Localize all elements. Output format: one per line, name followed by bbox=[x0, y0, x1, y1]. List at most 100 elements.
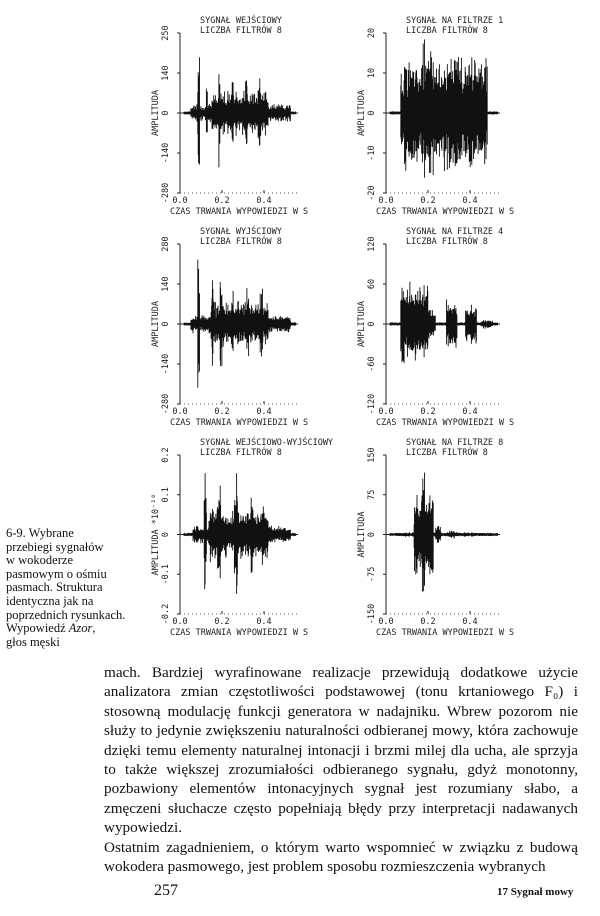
waveform-trace bbox=[183, 57, 297, 168]
y-axis-label: AMPLITUDA bbox=[151, 301, 161, 347]
x-axis-label: CZAS TRWANIA WYPOWIEDZI W S bbox=[376, 207, 514, 217]
y-axis-label: AMPLITUDA bbox=[357, 90, 367, 136]
y-tick-label: 0 bbox=[161, 532, 171, 537]
x-tick-label: 0.2 bbox=[420, 617, 435, 627]
caption-line: 6-9. Wybrane bbox=[6, 526, 74, 540]
panel-subtitle: LICZBA FILTRÓW 8 bbox=[406, 24, 488, 36]
caption-line: w wokoderze bbox=[6, 553, 73, 568]
waveform-panel: 0.2 0.1 0 -0.1 -0.2 AMPLITUDA *10⁻¹⁰ 0.0 0.2 0.4… bbox=[151, 436, 333, 638]
x-tick-label: 0.4 bbox=[256, 617, 271, 627]
x-tick-label: 0.2 bbox=[214, 196, 229, 206]
y-tick-label: -140 bbox=[161, 143, 171, 163]
caption-line: pasmowym o ośmiu bbox=[6, 566, 107, 581]
waveform-trace bbox=[389, 39, 499, 178]
x-tick-label: 0.0 bbox=[378, 407, 393, 417]
x-tick-label: 0.0 bbox=[172, 407, 187, 417]
y-tick-label: -10 bbox=[367, 145, 377, 160]
panel-subtitle: LICZBA FILTRÓW 8 bbox=[200, 235, 282, 247]
y-tick-label: -150 bbox=[367, 604, 377, 624]
x-axis-label: CZAS TRWANIA WYPOWIEDZI W S bbox=[170, 207, 308, 217]
y-tick-label: 150 bbox=[367, 447, 377, 462]
caption-line: przebiegi sygnałów bbox=[6, 539, 104, 554]
x-tick-label: 0.2 bbox=[214, 407, 229, 417]
y-tick-label: 75 bbox=[367, 490, 377, 500]
x-tick-label: 0.2 bbox=[420, 407, 435, 417]
x-tick-label: 0.2 bbox=[214, 617, 229, 627]
y-tick-label: 0 bbox=[367, 110, 377, 115]
y-tick-label: 140 bbox=[161, 276, 171, 291]
y-tick-label: -280 bbox=[161, 183, 171, 203]
x-axis-label: CZAS TRWANIA WYPOWIEDZI W S bbox=[376, 418, 514, 428]
caption-line-utterance: Wypowiedź Azor, bbox=[6, 621, 96, 636]
x-tick-label: 0.0 bbox=[378, 196, 393, 206]
panel-title: SYGNAŁ NA FILTRZE 4 bbox=[406, 227, 503, 237]
panel-subtitle: LICZBA FILTRÓW 8 bbox=[200, 446, 282, 458]
y-tick-label: -280 bbox=[161, 394, 171, 414]
caption-utterance-label: Wypowiedź bbox=[6, 621, 69, 636]
y-axis-label: AMPLITUDA bbox=[357, 511, 367, 557]
y-tick-label: 120 bbox=[367, 236, 377, 251]
figure-caption: 6-9. Wybrane przebiegi sygnałów w wokode… bbox=[6, 526, 166, 649]
x-axis-label: CZAS TRWANIA WYPOWIEDZI W S bbox=[170, 418, 308, 428]
y-tick-label: 0 bbox=[367, 532, 377, 537]
y-tick-label: -20 bbox=[367, 185, 377, 200]
x-tick-label: 0.0 bbox=[172, 196, 187, 206]
x-axis-label: CZAS TRWANIA WYPOWIEDZI W S bbox=[170, 628, 308, 638]
y-tick-label: 60 bbox=[367, 279, 377, 289]
x-tick-label: 0.4 bbox=[256, 196, 271, 206]
panel-subtitle: LICZBA FILTRÓW 8 bbox=[406, 446, 488, 458]
x-tick-label: 0.0 bbox=[172, 617, 187, 627]
caption-utterance-word: Azor bbox=[68, 621, 93, 636]
waveform-trace bbox=[183, 259, 297, 388]
y-tick-label: -120 bbox=[367, 394, 377, 414]
y-tick-label: 140 bbox=[161, 65, 171, 80]
x-tick-label: 0.4 bbox=[462, 407, 477, 417]
panel-title: SYGNAŁ NA FILTRZE 8 bbox=[406, 438, 503, 448]
x-tick-label: 0.2 bbox=[420, 196, 435, 206]
running-head: 17 Sygnał mowy bbox=[497, 886, 574, 898]
y-tick-label: 0 bbox=[161, 110, 171, 115]
paragraph: Ostatnim zagadnieniem, o którym warto ws… bbox=[104, 838, 578, 876]
y-tick-label: 20 bbox=[367, 28, 377, 38]
body-text: mach. Bardziej wyrafinowane realizacje p… bbox=[104, 663, 578, 876]
panel-title: SYGNAŁ WYJŚCIOWY bbox=[200, 225, 282, 237]
caption-line: pasmach. Struktura bbox=[6, 580, 103, 595]
y-axis-label: AMPLITUDA *10⁻¹⁰ bbox=[151, 494, 161, 576]
panel-subtitle: LICZBA FILTRÓW 8 bbox=[200, 24, 282, 36]
y-tick-label: 10 bbox=[367, 68, 377, 78]
x-tick-label: 0.0 bbox=[378, 617, 393, 627]
caption-line: głos męski bbox=[6, 634, 60, 649]
panel-title: SYGNAŁ NA FILTRZE 1 bbox=[406, 16, 503, 26]
y-axis-label: AMPLITUDA bbox=[151, 90, 161, 136]
x-tick-label: 0.4 bbox=[462, 196, 477, 206]
y-tick-label: 250 bbox=[161, 25, 171, 40]
x-tick-label: 0.4 bbox=[462, 617, 477, 627]
panel-title: SYGNAŁ WEJŚCIOWY bbox=[200, 14, 282, 26]
waveform-trace bbox=[183, 473, 297, 594]
x-tick-label: 0.4 bbox=[256, 407, 271, 417]
panel-title: SYGNAŁ WEJŚCIOWO-WYJŚCIOWY bbox=[200, 436, 333, 448]
paragraph: mach. Bardziej wyrafinowane realizacje p… bbox=[104, 664, 578, 837]
page-number: 257 bbox=[154, 882, 178, 899]
y-tick-label: 0 bbox=[161, 321, 171, 326]
panel-subtitle: LICZBA FILTRÓW 8 bbox=[406, 235, 488, 247]
y-tick-label: -75 bbox=[367, 567, 377, 582]
y-tick-label: -0.1 bbox=[161, 564, 171, 584]
x-axis-label: CZAS TRWANIA WYPOWIEDZI W S bbox=[376, 628, 514, 638]
caption-line: poprzednich rysunkach. bbox=[6, 607, 126, 622]
waveform-trace bbox=[389, 281, 499, 364]
y-tick-label: 280 bbox=[161, 236, 171, 251]
y-tick-label: 0.1 bbox=[161, 487, 171, 502]
y-tick-label: -0.2 bbox=[161, 604, 171, 624]
y-tick-label: 0.2 bbox=[161, 447, 171, 462]
y-tick-label: 0 bbox=[367, 321, 377, 326]
caption-line: identyczna jak na bbox=[6, 593, 94, 608]
y-tick-label: -60 bbox=[367, 356, 377, 371]
waveform-trace bbox=[389, 472, 499, 592]
